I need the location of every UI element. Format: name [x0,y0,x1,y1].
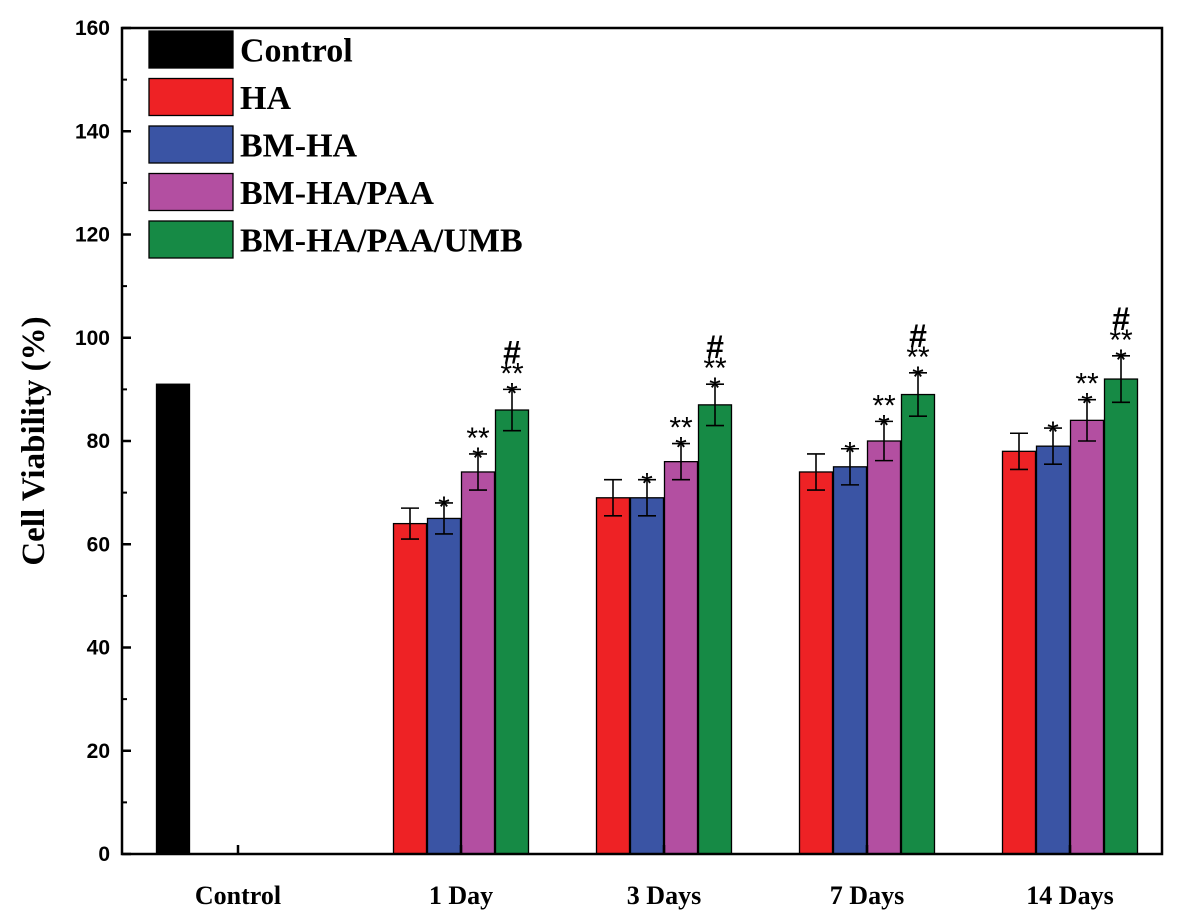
bars-layer [155,378,1139,855]
significance-asterisk: ** [906,341,930,374]
bar-bm-ha-paa [460,471,496,855]
y-tick-label: 140 [75,120,110,143]
significance-asterisk: ** [872,389,896,422]
legend-swatch [148,125,234,164]
significance-asterisk: ** [703,352,727,385]
bar-bm-ha [1035,445,1071,855]
significance-asterisk: * [506,377,518,410]
y-tick-label: 0 [98,843,110,866]
significance-asterisk: * [438,491,450,524]
y-tick-label: 80 [87,430,110,453]
significance-asterisk: ** [1109,324,1133,357]
significance-hash: # [1112,301,1130,337]
y-tick-label: 160 [75,17,110,40]
significance-hash: # [909,318,927,354]
bar-bm-ha-paa-umb [900,393,936,855]
x-category-label: 14 Days [1026,881,1113,910]
significance-asterisk: * [709,372,721,405]
significance-asterisk: * [878,409,890,442]
legend-label: HA [240,80,291,117]
legend-label: BM-HA/PAA [240,175,434,212]
y-tick-label: 60 [87,533,110,556]
significance-asterisk: * [912,361,924,394]
x-category-label: 3 Days [627,881,701,910]
bar-bm-ha [629,497,665,855]
legend-label: BM-HA/PAA/UMB [240,223,523,260]
y-tick-label: 120 [75,224,110,247]
bar-bm-ha-paa-umb [697,404,733,855]
error-bars-layer [401,355,1130,540]
significance-asterisk: * [675,432,687,465]
significance-asterisk: * [472,442,484,475]
significance-hash: # [706,329,724,365]
significance-asterisk: ** [669,412,693,445]
significance-asterisk: * [641,468,653,501]
x-category-label: 7 Days [830,881,904,910]
x-category-label: 1 Day [429,881,493,910]
legend-swatch [148,172,234,212]
significance-asterisk: ** [500,357,524,390]
bar-bm-ha-paa-umb [494,409,530,855]
bar-control [155,383,191,855]
significance-asterisk: * [1115,344,1127,377]
significance-asterisk: ** [466,422,490,455]
significance-markers-layer: ******* *** *** ******#***#***#***# [438,301,1133,524]
axes-layer: 0 20 40 60 80 100 120 140 160 Control 1 Day 3 Days 7… [75,17,1114,910]
bar-bm-ha-paa-umb [1103,378,1139,855]
bar-bm-ha-paa [1069,419,1105,855]
y-tick-label: 20 [87,740,110,763]
legend-swatch [148,220,234,259]
legend-label: BM-HA [240,128,358,165]
legend-label: Control [240,33,353,70]
legend-swatch [148,77,234,117]
bar-ha [1001,450,1037,855]
significance-hash: # [503,334,521,370]
significance-asterisk: * [1047,416,1059,449]
significance-asterisk: * [1081,388,1093,421]
bar-ha [392,522,428,855]
significance-asterisk: * [844,437,856,470]
legend-swatch [148,30,234,69]
y-tick-label: 40 [87,637,110,660]
bar-ha [595,497,631,855]
x-category-label: Control [195,881,281,910]
bar-ha [798,471,834,855]
legend: Control HA BM-HA BM-HA/PAA BM-HA/PAA/UMB [148,30,523,260]
significance-asterisk: ** [1075,368,1099,401]
bar-bm-ha [832,466,868,855]
y-axis-title: Cell Viability (%) [16,316,52,565]
y-tick-label: 100 [75,327,110,350]
bar-bm-ha-paa [866,440,902,855]
bar-bm-ha-paa [663,460,699,855]
bar-bm-ha [426,517,462,855]
